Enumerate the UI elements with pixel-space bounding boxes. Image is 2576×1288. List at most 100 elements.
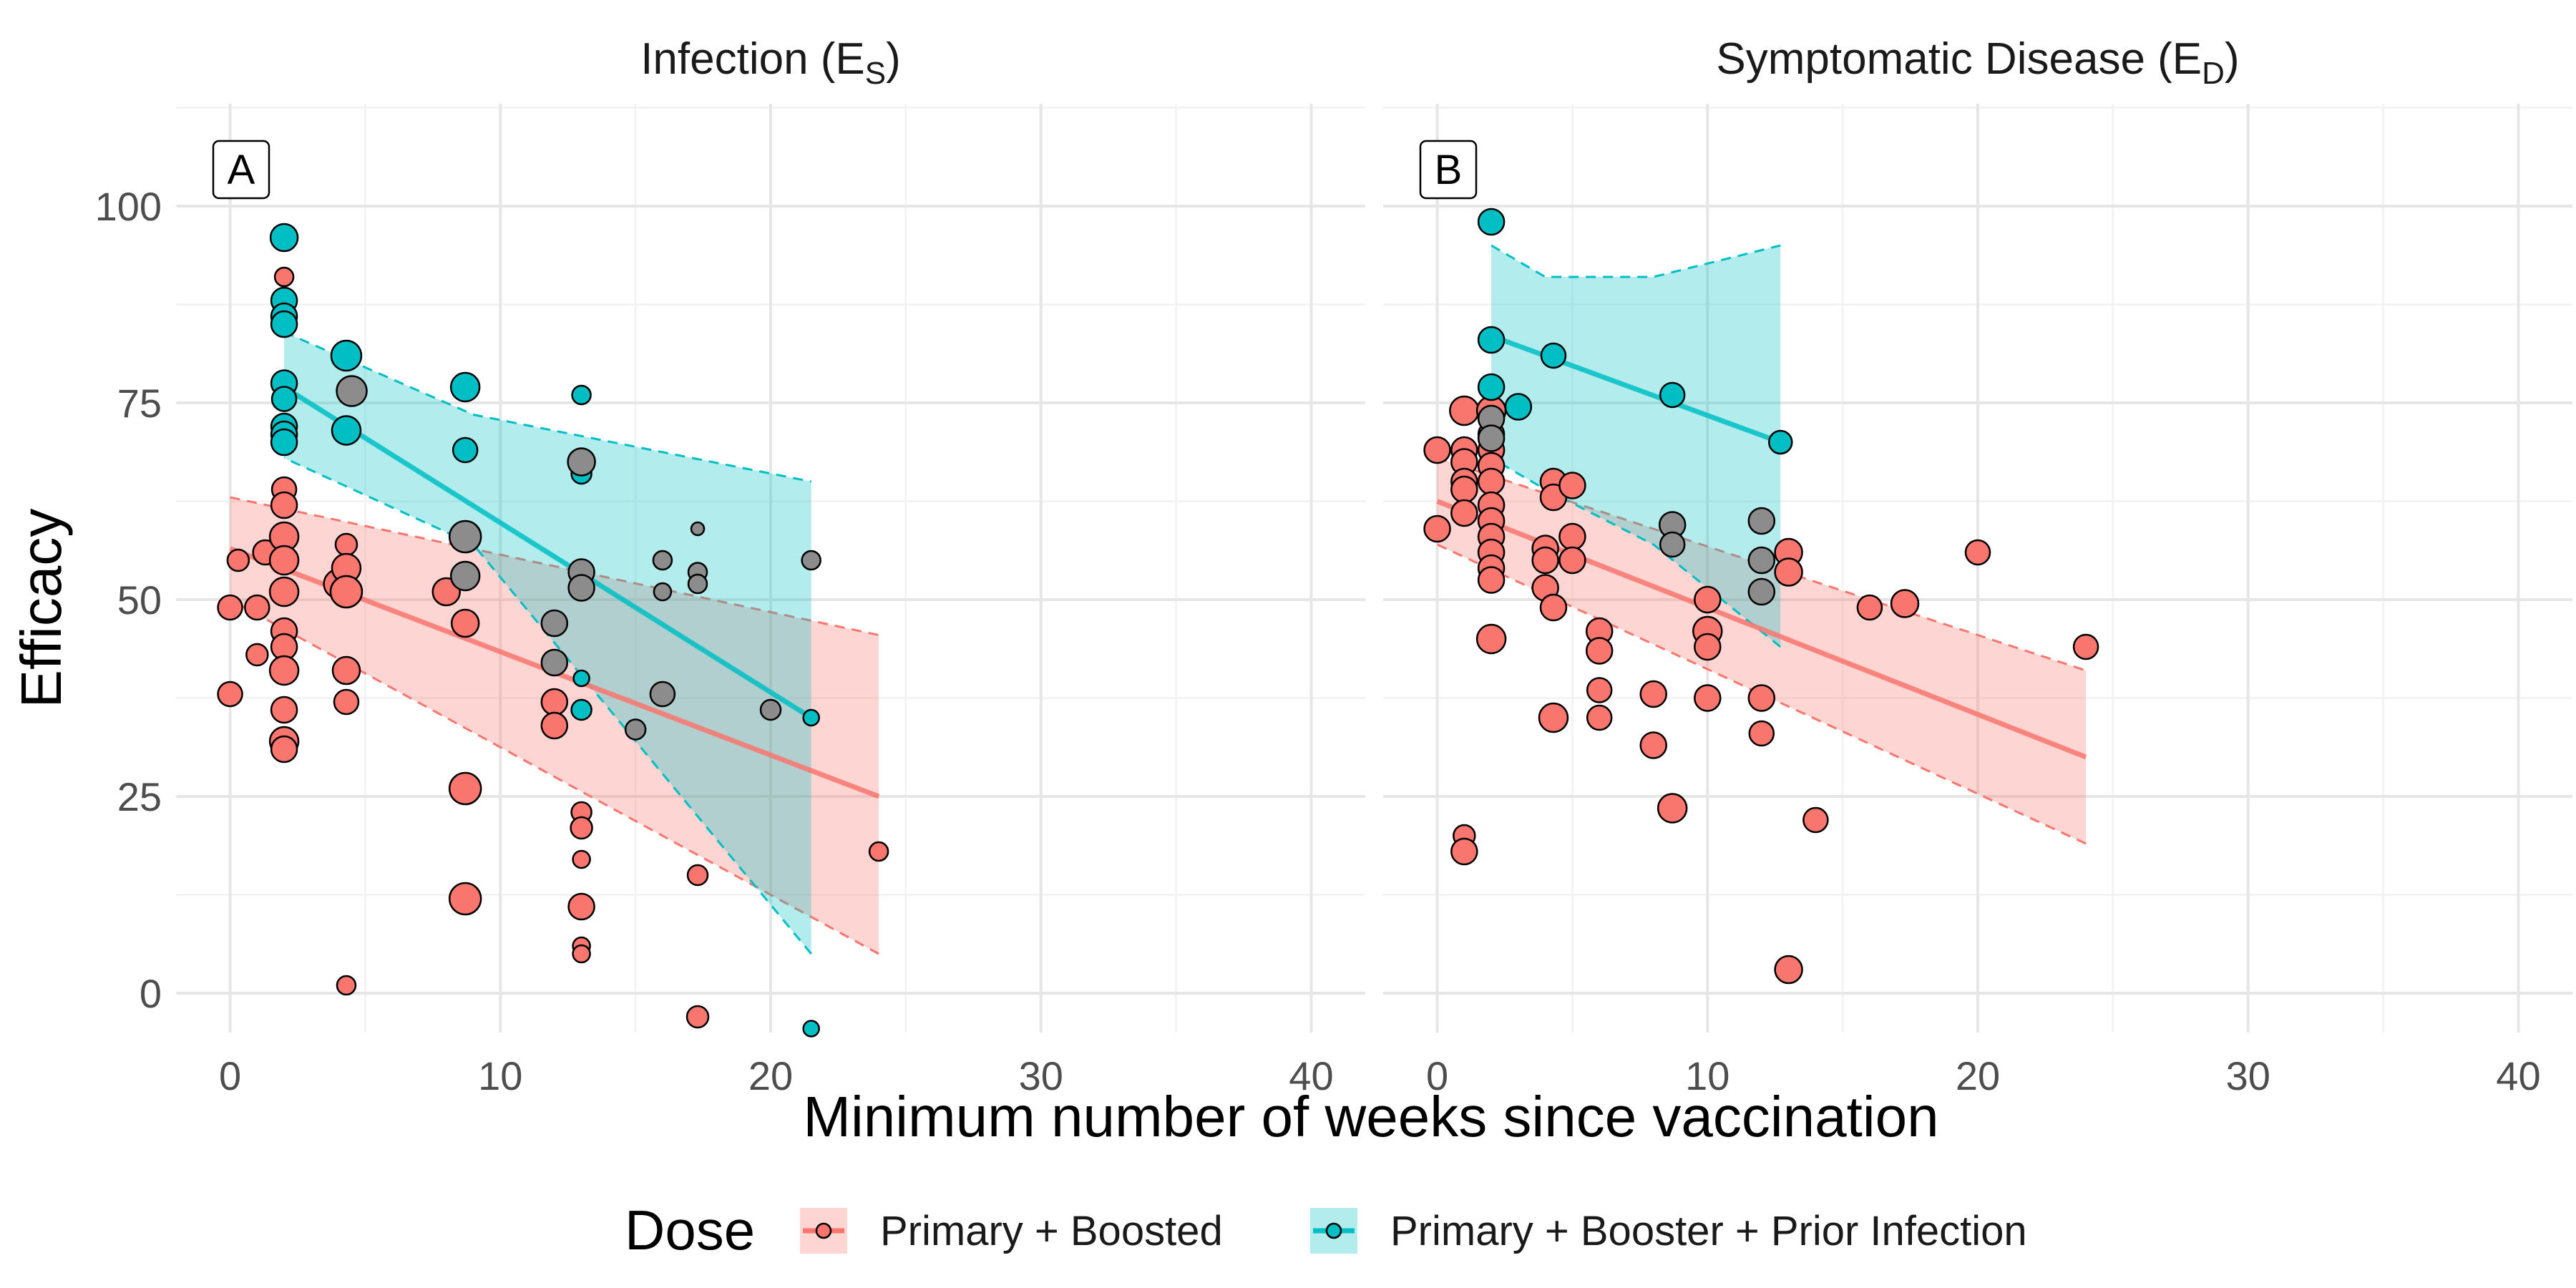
confidence-band <box>284 332 811 954</box>
data-point <box>273 266 295 288</box>
gridlines <box>1383 104 2572 1033</box>
data-point <box>217 680 243 708</box>
data-point <box>269 223 299 253</box>
x-tick-label: 30 <box>2226 1053 2270 1098</box>
data-point <box>572 849 591 869</box>
ci-lower-line <box>283 457 812 955</box>
data-point <box>448 882 482 916</box>
data-point <box>450 608 480 638</box>
data-point <box>336 975 357 996</box>
legend-entry: Primary + Booster + Prior Infection <box>1310 1208 2027 1254</box>
y-axis-title: Efficacy <box>9 509 73 708</box>
data-point <box>1586 704 1613 731</box>
data-point <box>270 428 298 457</box>
data-point <box>1531 546 1559 575</box>
legend-title: Dose <box>625 1199 755 1262</box>
x-tick-label: 10 <box>478 1053 522 1098</box>
data-point <box>1694 684 1722 712</box>
data-point <box>452 436 479 464</box>
data-point <box>540 688 569 716</box>
x-tick-label: 40 <box>1289 1053 1333 1098</box>
data-point <box>1585 637 1614 665</box>
panel-tag: B <box>1419 140 1478 200</box>
data-point <box>1639 680 1667 708</box>
data-point <box>448 519 482 554</box>
data-point <box>1477 424 1506 452</box>
data-point <box>687 573 708 595</box>
y-tick-label: 50 <box>117 577 162 623</box>
ci-lower-line <box>1491 457 1782 648</box>
data-point <box>567 892 595 921</box>
confidence-band <box>1491 245 1781 647</box>
panel-2: 0 10 20 30 40 Symptomatic Disease (ED) B <box>1383 34 2572 1098</box>
data-point <box>571 384 592 406</box>
data-point <box>1449 395 1480 426</box>
x-tick-label: 20 <box>1956 1053 2000 1098</box>
data-point <box>802 1020 820 1038</box>
data-point <box>1477 373 1506 401</box>
data-point <box>331 415 362 446</box>
data-point <box>1558 472 1586 499</box>
ci-upper-line <box>230 496 879 636</box>
legend-key-point <box>815 1222 832 1239</box>
data-point <box>226 548 250 572</box>
data-point <box>2072 633 2099 660</box>
panel-tag-box <box>212 140 270 200</box>
data-point <box>1423 514 1451 543</box>
ci-upper-line <box>1437 457 2087 672</box>
data-point <box>268 545 300 576</box>
legend: Dose Primary + Boosted Primary + Booster +… <box>625 1199 2027 1262</box>
data-point <box>801 550 821 571</box>
data-point <box>329 575 364 609</box>
data-point <box>759 698 782 721</box>
data-point <box>245 643 269 667</box>
panel-tag-label: B <box>1435 147 1463 193</box>
data-point <box>448 771 482 806</box>
data-point <box>686 1005 710 1029</box>
ci-lower-line <box>229 598 879 955</box>
fit-line <box>1490 333 1782 445</box>
data-point <box>244 594 270 621</box>
data-point <box>1747 684 1776 712</box>
data-point <box>624 718 647 741</box>
x-tick-label: 0 <box>1426 1053 1448 1098</box>
fit-line <box>283 385 813 720</box>
data-point <box>1450 837 1478 866</box>
data-point <box>1586 677 1613 703</box>
data-point <box>268 576 300 608</box>
x-tick-label: 30 <box>1019 1053 1063 1098</box>
data-point <box>1964 539 1991 566</box>
data-point <box>1539 593 1568 622</box>
data-point <box>1747 546 1776 575</box>
data-point <box>570 816 593 840</box>
data-point <box>270 491 298 519</box>
data-point <box>268 655 300 686</box>
y-tick-label: 25 <box>117 774 162 819</box>
panel-title: Symptomatic Disease (ED) <box>1716 34 2239 91</box>
data-point <box>1659 381 1686 409</box>
data-point <box>1768 429 1793 455</box>
data-point <box>652 550 673 571</box>
data-point <box>1856 594 1883 621</box>
data-point <box>1694 585 1722 614</box>
data-point <box>1774 557 1803 587</box>
panel-1: 0 10 20 30 40 0 25 50 75 100 Infection (ES) A <box>95 34 1365 1098</box>
x-tick-label: 20 <box>748 1053 793 1098</box>
data-point <box>1890 589 1920 618</box>
data-point <box>540 711 569 740</box>
data-point <box>1477 566 1506 594</box>
data-point <box>1802 806 1829 834</box>
data-point <box>270 386 298 412</box>
data-point <box>649 680 676 708</box>
legend-key-point <box>1325 1222 1342 1239</box>
data-point <box>270 735 298 763</box>
data-point <box>1657 793 1688 824</box>
data-point <box>1747 577 1776 606</box>
data-point <box>270 696 298 724</box>
data-point <box>567 574 595 602</box>
data-point <box>1558 546 1586 575</box>
data-point <box>1423 436 1451 464</box>
x-tick-label: 0 <box>219 1053 241 1098</box>
data-point <box>540 648 569 677</box>
